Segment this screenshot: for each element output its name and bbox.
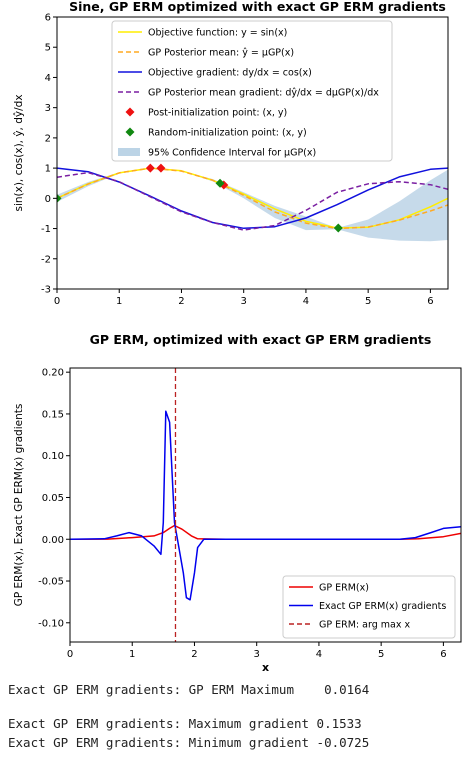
y-tick-label: 2 (45, 133, 51, 144)
plot-frame (56, 16, 449, 290)
y-tick-label: -0.10 (38, 618, 64, 629)
series-line-objective-gradient-dy-dx-cos-x (57, 167, 448, 230)
point-marker-random-initialization-point-x-y (333, 223, 343, 233)
x-tick-label: 3 (254, 649, 260, 660)
x-tick-label: 4 (303, 296, 309, 307)
x-tick-label: 1 (129, 649, 135, 660)
plot-area (57, 163, 448, 242)
x-tick-label: 2 (178, 296, 184, 307)
legend-label-4: GP Posterior mean gradient: dŷ/dx = dμGP… (148, 88, 379, 99)
y-tick-label: -1 (41, 224, 51, 235)
y-tick-label: 0.10 (42, 451, 64, 462)
y-tick-label: -3 (41, 285, 51, 296)
gp-erm-chart: GP ERM, optimized with exact GP ERM grad… (13, 332, 462, 674)
y-tick-label: 0 (45, 194, 51, 205)
point-marker-random-initialization-point-x-y (215, 178, 225, 188)
series-line-gp-erm-x (70, 524, 461, 541)
y-tick-label: 4 (45, 73, 51, 84)
y-axis-label: sin(x), cos(x), ŷ, dŷ/dx (13, 94, 25, 211)
console-line-min-gradient: Exact GP ERM gradients: Minimum gradient… (8, 735, 370, 750)
legend-swatch-marker (125, 107, 135, 117)
x-tick-label: 1 (116, 296, 122, 307)
console-line-max-gradient: Exact GP ERM gradients: Maximum gradient… (8, 716, 362, 731)
x-tick-label: 0 (67, 649, 73, 660)
x-axis-label: x (262, 661, 269, 674)
y-tick-label: 3 (45, 103, 51, 114)
y-tick-label: 0.20 (42, 368, 64, 379)
x-axis-label: x (249, 308, 256, 310)
chart-title: Sine, GP ERM optimized with exact GP ERM… (69, 0, 446, 14)
y-axis-label: GP ERM(x), Exact GP ERM(x) gradients (13, 404, 25, 607)
x-tick-label: 6 (440, 649, 446, 660)
x-tick-label: 2 (191, 649, 197, 660)
sine-gp-chart: Sine, GP ERM optimized with exact GP ERM… (13, 0, 449, 310)
y-tick-label: 5 (45, 43, 51, 54)
legend-label-1: Objective function: y = sin(x) (148, 28, 287, 39)
y-tick-label: 6 (45, 13, 51, 24)
x-tick-label: 6 (427, 296, 433, 307)
series-line-exact-gp-erm-x-gradients (70, 410, 461, 601)
legend-swatch-marker (125, 127, 135, 137)
plot-area (70, 368, 461, 642)
legend-swatch-band (118, 148, 140, 156)
x-tick-label: 0 (54, 296, 60, 307)
legend-box (282, 575, 456, 639)
x-tick-label: 4 (316, 649, 322, 660)
console-line-maximum: Exact GP ERM gradients: GP ERM Maximum 0… (8, 682, 370, 697)
legend-label-1: GP ERM(x) (319, 583, 369, 594)
y-tick-label: 1 (45, 164, 51, 175)
point-marker-random-initialization-point-x-y (57, 193, 62, 203)
x-tick-label: 5 (378, 649, 384, 660)
series-line-gp-posterior-mean-gp-x (57, 167, 448, 230)
legend-box (111, 20, 393, 162)
legend-label-7: 95% Confidence Interval for μGP(x) (148, 148, 316, 159)
y-tick-label: -2 (41, 254, 51, 265)
x-tick-label: 5 (365, 296, 371, 307)
legend-label-2: Exact GP ERM(x) gradients (319, 601, 446, 612)
y-tick-label: 0.00 (42, 535, 64, 546)
legend-label-3: GP ERM: arg max x (319, 620, 410, 631)
chart-title: GP ERM, optimized with exact GP ERM grad… (90, 332, 432, 347)
confidence-band (57, 168, 448, 242)
legend-label-5: Post-initialization point: (x, y) (148, 108, 287, 119)
point-marker-post-initialization-point-x-y (156, 163, 166, 173)
point-marker-post-initialization-point-x-y (145, 163, 155, 173)
y-tick-label: 0.05 (42, 493, 64, 504)
legend-label-2: GP Posterior mean: ŷ = μGP(x) (148, 48, 294, 59)
y-tick-label: -0.05 (38, 577, 64, 588)
x-tick-label: 3 (241, 296, 247, 307)
legend-label-6: Random-initialization point: (x, y) (148, 128, 307, 139)
y-tick-label: 0.15 (42, 409, 64, 420)
legend-label-3: Objective gradient: dy/dx = cos(x) (148, 68, 312, 79)
plot-frame (69, 367, 462, 643)
